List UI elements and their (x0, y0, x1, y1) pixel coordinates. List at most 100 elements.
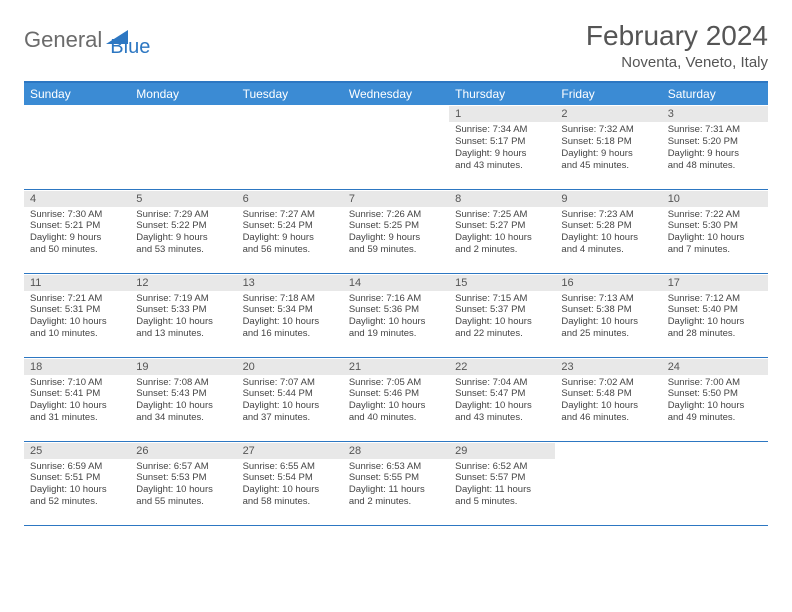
title-block: February 2024 Noventa, Veneto, Italy (586, 20, 768, 71)
day-detail: Sunrise: 7:30 AMSunset: 5:21 PMDaylight:… (24, 207, 130, 261)
day-line-d1: Daylight: 10 hours (561, 400, 655, 412)
day-line-sr: Sunrise: 6:52 AM (455, 461, 549, 473)
day-line-d2: and 48 minutes. (668, 160, 762, 172)
day-cell: 12Sunrise: 7:19 AMSunset: 5:33 PMDayligh… (130, 273, 236, 357)
day-line-sr: Sunrise: 7:29 AM (136, 209, 230, 221)
day-line-sr: Sunrise: 7:15 AM (455, 293, 549, 305)
day-number: 25 (24, 442, 130, 459)
day-line-d2: and 5 minutes. (455, 496, 549, 508)
day-cell: 4Sunrise: 7:30 AMSunset: 5:21 PMDaylight… (24, 189, 130, 273)
day-cell (343, 105, 449, 189)
day-detail: Sunrise: 7:15 AMSunset: 5:37 PMDaylight:… (449, 291, 555, 345)
day-detail: Sunrise: 6:59 AMSunset: 5:51 PMDaylight:… (24, 459, 130, 513)
day-line-ss: Sunset: 5:51 PM (30, 472, 124, 484)
day-number: 21 (343, 358, 449, 375)
day-line-d1: Daylight: 9 hours (349, 232, 443, 244)
day-line-ss: Sunset: 5:53 PM (136, 472, 230, 484)
day-line-d2: and 25 minutes. (561, 328, 655, 340)
day-number: 7 (343, 190, 449, 207)
day-line-d1: Daylight: 9 hours (561, 148, 655, 160)
day-line-d2: and 19 minutes. (349, 328, 443, 340)
day-cell (662, 441, 768, 525)
day-line-d1: Daylight: 9 hours (136, 232, 230, 244)
day-number: 23 (555, 358, 661, 375)
day-line-sr: Sunrise: 7:16 AM (349, 293, 443, 305)
day-line-ss: Sunset: 5:20 PM (668, 136, 762, 148)
day-line-d1: Daylight: 10 hours (30, 484, 124, 496)
day-line-d1: Daylight: 11 hours (349, 484, 443, 496)
day-line-d1: Daylight: 10 hours (243, 316, 337, 328)
day-detail: Sunrise: 7:13 AMSunset: 5:38 PMDaylight:… (555, 291, 661, 345)
day-detail: Sunrise: 7:07 AMSunset: 5:44 PMDaylight:… (237, 375, 343, 429)
day-number: 16 (555, 274, 661, 291)
day-line-d1: Daylight: 10 hours (668, 316, 762, 328)
day-cell: 21Sunrise: 7:05 AMSunset: 5:46 PMDayligh… (343, 357, 449, 441)
day-line-d2: and 4 minutes. (561, 244, 655, 256)
day-line-ss: Sunset: 5:43 PM (136, 388, 230, 400)
day-number: 10 (662, 190, 768, 207)
day-line-d1: Daylight: 9 hours (455, 148, 549, 160)
day-line-d1: Daylight: 10 hours (349, 316, 443, 328)
day-line-d1: Daylight: 10 hours (455, 232, 549, 244)
day-cell: 28Sunrise: 6:53 AMSunset: 5:55 PMDayligh… (343, 441, 449, 525)
logo: General Blue (24, 20, 150, 59)
day-line-ss: Sunset: 5:57 PM (455, 472, 549, 484)
day-number: 5 (130, 190, 236, 207)
day-line-ss: Sunset: 5:18 PM (561, 136, 655, 148)
day-line-sr: Sunrise: 7:23 AM (561, 209, 655, 221)
day-line-sr: Sunrise: 7:26 AM (349, 209, 443, 221)
day-line-ss: Sunset: 5:31 PM (30, 304, 124, 316)
day-detail: Sunrise: 7:05 AMSunset: 5:46 PMDaylight:… (343, 375, 449, 429)
day-line-ss: Sunset: 5:30 PM (668, 220, 762, 232)
day-number: 27 (237, 442, 343, 459)
day-cell: 3Sunrise: 7:31 AMSunset: 5:20 PMDaylight… (662, 105, 768, 189)
day-line-d2: and 40 minutes. (349, 412, 443, 424)
day-cell: 8Sunrise: 7:25 AMSunset: 5:27 PMDaylight… (449, 189, 555, 273)
day-cell: 16Sunrise: 7:13 AMSunset: 5:38 PMDayligh… (555, 273, 661, 357)
header: General Blue February 2024 Noventa, Vene… (24, 20, 768, 71)
day-line-d1: Daylight: 10 hours (30, 400, 124, 412)
day-line-d1: Daylight: 10 hours (349, 400, 443, 412)
day-cell: 27Sunrise: 6:55 AMSunset: 5:54 PMDayligh… (237, 441, 343, 525)
day-line-sr: Sunrise: 7:19 AM (136, 293, 230, 305)
day-number: 17 (662, 274, 768, 291)
col-wed: Wednesday (343, 82, 449, 105)
day-cell: 29Sunrise: 6:52 AMSunset: 5:57 PMDayligh… (449, 441, 555, 525)
day-number: 2 (555, 105, 661, 122)
day-detail: Sunrise: 7:18 AMSunset: 5:34 PMDaylight:… (237, 291, 343, 345)
day-line-sr: Sunrise: 7:10 AM (30, 377, 124, 389)
logo-text-2: Blue (110, 20, 150, 59)
day-cell: 19Sunrise: 7:08 AMSunset: 5:43 PMDayligh… (130, 357, 236, 441)
day-line-ss: Sunset: 5:38 PM (561, 304, 655, 316)
day-line-d2: and 50 minutes. (30, 244, 124, 256)
day-detail: Sunrise: 7:34 AMSunset: 5:17 PMDaylight:… (449, 122, 555, 176)
day-detail: Sunrise: 7:22 AMSunset: 5:30 PMDaylight:… (662, 207, 768, 261)
day-cell (555, 441, 661, 525)
day-line-sr: Sunrise: 7:02 AM (561, 377, 655, 389)
day-line-d2: and 13 minutes. (136, 328, 230, 340)
day-line-d2: and 16 minutes. (243, 328, 337, 340)
col-fri: Friday (555, 82, 661, 105)
day-line-d2: and 7 minutes. (668, 244, 762, 256)
day-detail: Sunrise: 6:52 AMSunset: 5:57 PMDaylight:… (449, 459, 555, 513)
day-line-ss: Sunset: 5:47 PM (455, 388, 549, 400)
day-cell: 17Sunrise: 7:12 AMSunset: 5:40 PMDayligh… (662, 273, 768, 357)
day-line-ss: Sunset: 5:21 PM (30, 220, 124, 232)
day-line-sr: Sunrise: 7:13 AM (561, 293, 655, 305)
day-line-ss: Sunset: 5:40 PM (668, 304, 762, 316)
day-line-d1: Daylight: 9 hours (668, 148, 762, 160)
day-number: 12 (130, 274, 236, 291)
col-thu: Thursday (449, 82, 555, 105)
day-line-ss: Sunset: 5:41 PM (30, 388, 124, 400)
day-line-ss: Sunset: 5:54 PM (243, 472, 337, 484)
day-line-d1: Daylight: 11 hours (455, 484, 549, 496)
day-cell: 24Sunrise: 7:00 AMSunset: 5:50 PMDayligh… (662, 357, 768, 441)
day-line-sr: Sunrise: 7:27 AM (243, 209, 337, 221)
day-number: 1 (449, 105, 555, 122)
day-line-d2: and 52 minutes. (30, 496, 124, 508)
day-cell: 14Sunrise: 7:16 AMSunset: 5:36 PMDayligh… (343, 273, 449, 357)
col-sat: Saturday (662, 82, 768, 105)
day-line-ss: Sunset: 5:17 PM (455, 136, 549, 148)
day-line-d1: Daylight: 9 hours (30, 232, 124, 244)
day-line-sr: Sunrise: 7:05 AM (349, 377, 443, 389)
